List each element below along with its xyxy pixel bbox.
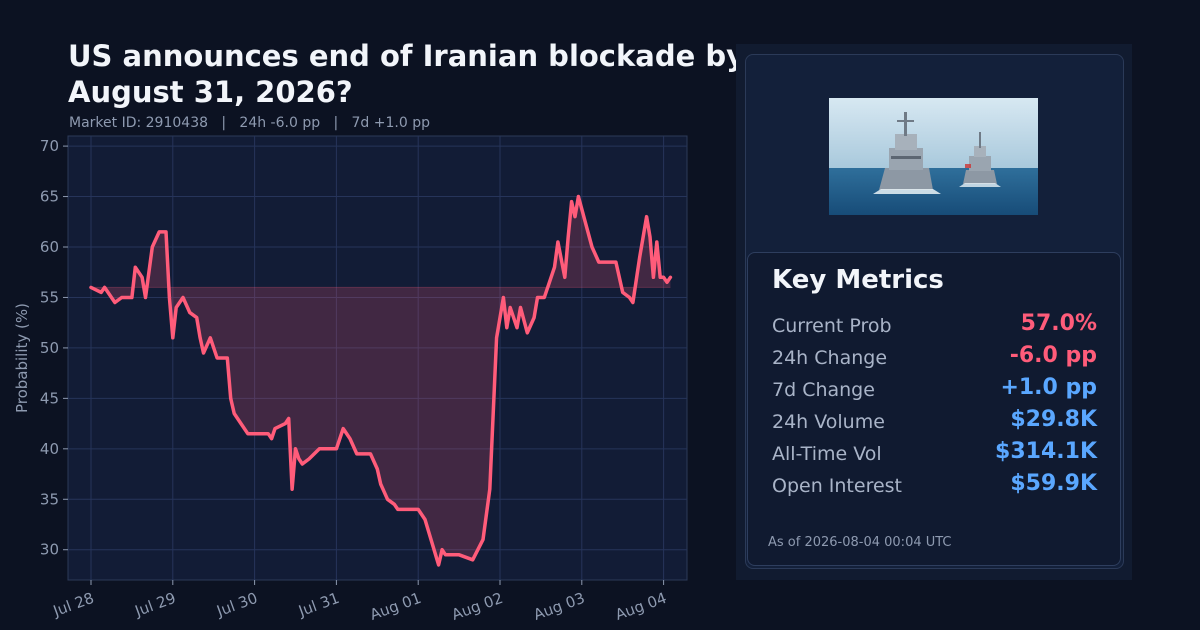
- metric-label: 24h Change: [772, 347, 888, 369]
- metric-row: Open Interest $59.9K: [772, 471, 1097, 503]
- as-of-timestamp: As of 2026-08-04 00:04 UTC: [768, 535, 952, 550]
- key-metrics-title: Key Metrics: [772, 265, 944, 295]
- metric-row: Current Prob 57.0%: [772, 311, 1097, 343]
- metric-row: 7d Change +1.0 pp: [772, 375, 1097, 407]
- y-tick-label: 65: [40, 188, 59, 206]
- y-tick-label: 35: [40, 490, 59, 508]
- warship-photo-icon: [829, 98, 1038, 215]
- y-tick-label: 40: [40, 440, 59, 458]
- area-fill: [91, 196, 671, 565]
- x-tick-labels: Jul 28 Jul 29 Jul 30 Jul 31 Aug 01 Aug 02 Aug …: [50, 589, 669, 624]
- metric-value: 57.0%: [1020, 311, 1097, 336]
- metric-row: All-Time Vol $314.1K: [772, 439, 1097, 471]
- probability-line: [89, 194, 673, 567]
- page-title: US announces end of Iranian blockade by …: [68, 39, 746, 109]
- metric-label: 24h Volume: [772, 411, 885, 433]
- x-tick-label: Jul 28: [50, 589, 97, 621]
- x-tick-label: Aug 01: [367, 589, 423, 624]
- y-tick-label: 50: [40, 339, 59, 357]
- x-tick-label: Aug 02: [449, 589, 505, 624]
- deviation-fill: [91, 196, 671, 565]
- y-tick-label: 30: [40, 541, 59, 559]
- x-tick-label: Jul 30: [213, 589, 260, 621]
- x-tick-label: Jul 29: [132, 589, 179, 621]
- x-tick-label: Aug 04: [613, 589, 669, 624]
- y-tick-labels: 30 35 40 45 50 55 60 65 70: [40, 137, 59, 559]
- metric-label: Current Prob: [772, 315, 892, 337]
- metric-row: 24h Change -6.0 pp: [772, 343, 1097, 375]
- metric-value: +1.0 pp: [1000, 375, 1097, 400]
- x-tick-label: Jul 31: [295, 589, 342, 621]
- metric-value: $314.1K: [995, 439, 1097, 464]
- series-line: [89, 194, 673, 567]
- metric-value: $59.9K: [1010, 471, 1097, 496]
- market-subtitle: Market ID: 2910438 | 24h -6.0 pp | 7d +1…: [69, 115, 430, 131]
- y-tick-label: 45: [40, 389, 59, 407]
- metric-label: All-Time Vol: [772, 443, 882, 465]
- y-axis-label: Probability (%): [13, 303, 31, 413]
- metric-label: 7d Change: [772, 379, 875, 401]
- metric-value: $29.8K: [1010, 407, 1097, 432]
- x-tick-label: Aug 03: [531, 589, 587, 624]
- y-tick-label: 60: [40, 238, 59, 256]
- key-metrics-card: Key Metrics Current Prob 57.0% 24h Change -…: [747, 252, 1121, 566]
- metric-label: Open Interest: [772, 475, 903, 497]
- metric-row: 24h Volume $29.8K: [772, 407, 1097, 439]
- metric-value: -6.0 pp: [1009, 343, 1097, 368]
- y-tick-label: 55: [40, 288, 59, 306]
- y-tick-label: 70: [40, 137, 59, 155]
